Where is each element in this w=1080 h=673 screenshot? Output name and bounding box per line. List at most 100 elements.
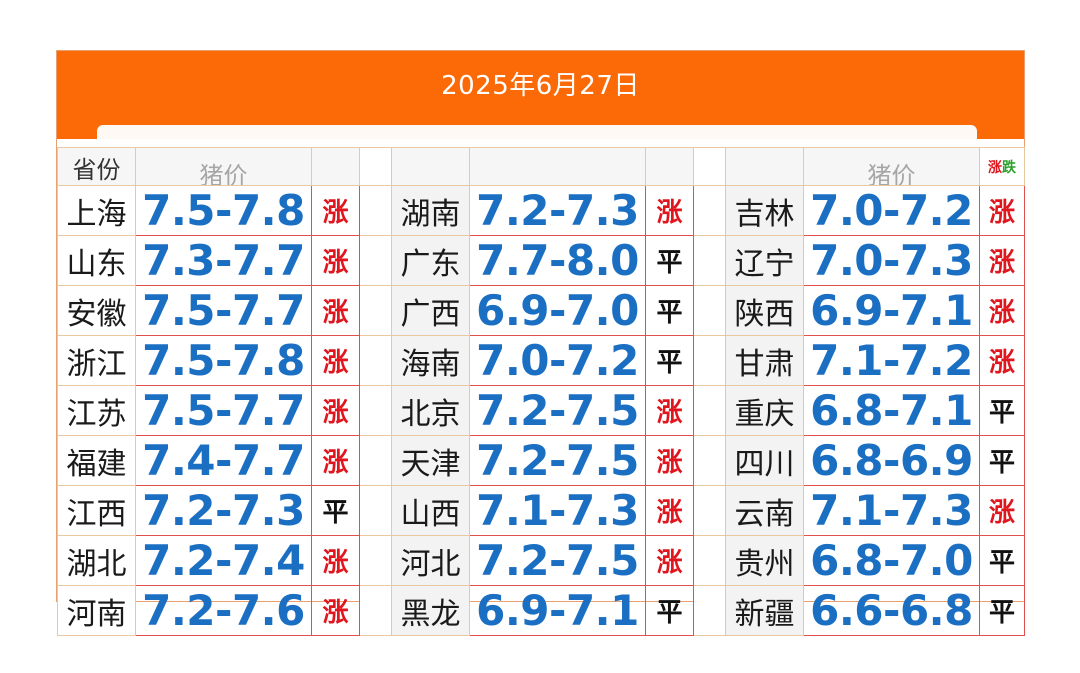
header-price-2 bbox=[469, 147, 646, 186]
price-cell: 7.2-7.3 bbox=[469, 185, 646, 236]
price-cell: 6.8-7.1 bbox=[803, 385, 980, 436]
column-gap bbox=[693, 485, 726, 536]
price-cell: 7.0-7.3 bbox=[803, 235, 980, 286]
price-cell: 6.9-7.0 bbox=[469, 285, 646, 336]
table-row: 江西 7.2-7.3 平山西 7.1-7.3 涨云南 7.1-7.3 涨 bbox=[57, 485, 1025, 536]
province-cell: 山东 bbox=[57, 235, 136, 286]
price-cell: 7.2-7.5 bbox=[469, 535, 646, 586]
column-gap bbox=[359, 485, 392, 536]
column-gap bbox=[693, 435, 726, 486]
price-cell: 6.9-7.1 bbox=[469, 585, 646, 636]
price-cell: 7.5-7.8 bbox=[135, 185, 312, 236]
header-price-3: 猪价 bbox=[803, 147, 980, 186]
header-province-3 bbox=[725, 147, 804, 186]
trend-cell: 平 bbox=[645, 235, 694, 286]
table-row: 上海 7.5-7.8 涨湖南 7.2-7.3 涨吉林 7.0-7.2 涨 bbox=[57, 185, 1025, 236]
price-cell: 7.5-7.8 bbox=[135, 335, 312, 386]
price-cell: 7.2-7.6 bbox=[135, 585, 312, 636]
price-cell: 7.4-7.7 bbox=[135, 435, 312, 486]
column-gap bbox=[693, 147, 726, 186]
table-header-row: 省份 猪价 猪价 涨跌 bbox=[57, 147, 1025, 186]
header-province-1: 省份 bbox=[57, 147, 136, 186]
price-cell: 7.0-7.2 bbox=[803, 185, 980, 236]
date-banner: 2025年6月27日 bbox=[57, 51, 1024, 139]
column-gap bbox=[359, 585, 392, 636]
table-row: 浙江 7.5-7.8 涨海南 7.0-7.2 平甘肃 7.1-7.2 涨 bbox=[57, 335, 1025, 386]
trend-cell: 涨 bbox=[311, 385, 360, 436]
header-price-1: 猪价 bbox=[135, 147, 312, 186]
trend-cell: 涨 bbox=[311, 235, 360, 286]
pig-price-table: 省份 猪价 猪价 涨跌 上海 7.5-7.8 涨湖南 7.2-7.3 涨吉林 7.0-7.… bbox=[57, 147, 1025, 636]
price-cell: 7.5-7.7 bbox=[135, 385, 312, 436]
header-trend-legend: 涨跌 bbox=[979, 147, 1025, 186]
province-cell: 天津 bbox=[391, 435, 470, 486]
price-cell: 7.1-7.3 bbox=[803, 485, 980, 536]
trend-cell: 涨 bbox=[311, 535, 360, 586]
province-cell: 新疆 bbox=[725, 585, 804, 636]
column-gap bbox=[359, 535, 392, 586]
trend-cell: 涨 bbox=[979, 335, 1025, 386]
table-row: 江苏 7.5-7.7 涨北京 7.2-7.5 涨重庆 6.8-7.1 平 bbox=[57, 385, 1025, 436]
header-province-2 bbox=[391, 147, 470, 186]
trend-cell: 平 bbox=[645, 285, 694, 336]
trend-cell: 平 bbox=[979, 585, 1025, 636]
trend-cell: 涨 bbox=[645, 435, 694, 486]
price-cell: 6.8-7.0 bbox=[803, 535, 980, 586]
province-cell: 江苏 bbox=[57, 385, 136, 436]
price-cell: 7.3-7.7 bbox=[135, 235, 312, 286]
trend-cell: 涨 bbox=[311, 435, 360, 486]
trend-cell: 涨 bbox=[979, 235, 1025, 286]
trend-cell: 平 bbox=[311, 485, 360, 536]
trend-cell: 涨 bbox=[311, 335, 360, 386]
trend-cell: 涨 bbox=[979, 485, 1025, 536]
table-row: 福建 7.4-7.7 涨天津 7.2-7.5 涨四川 6.8-6.9 平 bbox=[57, 435, 1025, 486]
table-row: 安徽 7.5-7.7 涨广西 6.9-7.0 平陕西 6.9-7.1 涨 bbox=[57, 285, 1025, 336]
province-cell: 贵州 bbox=[725, 535, 804, 586]
date-title: 2025年6月27日 bbox=[441, 71, 640, 101]
trend-cell: 涨 bbox=[311, 585, 360, 636]
column-gap bbox=[359, 285, 392, 336]
province-cell: 黑龙 bbox=[391, 585, 470, 636]
column-gap bbox=[693, 185, 726, 236]
trend-cell: 涨 bbox=[979, 285, 1025, 336]
price-cell: 7.2-7.5 bbox=[469, 385, 646, 436]
trend-cell: 平 bbox=[645, 335, 694, 386]
price-cell: 6.9-7.1 bbox=[803, 285, 980, 336]
table-row: 山东 7.3-7.7 涨广东 7.7-8.0 平辽宁 7.0-7.3 涨 bbox=[57, 235, 1025, 286]
price-table-card: 2025年6月27日 省份 猪价 猪价 涨跌 上海 7. bbox=[56, 50, 1025, 636]
trend-cell: 涨 bbox=[645, 485, 694, 536]
column-gap bbox=[693, 235, 726, 286]
trend-cell: 涨 bbox=[311, 185, 360, 236]
province-cell: 河北 bbox=[391, 535, 470, 586]
province-cell: 浙江 bbox=[57, 335, 136, 386]
price-cell: 6.6-6.8 bbox=[803, 585, 980, 636]
table-row: 河南 7.2-7.6 涨黑龙 6.9-7.1 平新疆 6.6-6.8 平 bbox=[57, 585, 1025, 636]
province-cell: 吉林 bbox=[725, 185, 804, 236]
province-cell: 四川 bbox=[725, 435, 804, 486]
province-cell: 山西 bbox=[391, 485, 470, 536]
legend-fall: 跌 bbox=[1002, 159, 1016, 176]
trend-cell: 平 bbox=[645, 585, 694, 636]
column-gap bbox=[359, 335, 392, 386]
price-cell: 7.1-7.3 bbox=[469, 485, 646, 536]
trend-cell: 平 bbox=[979, 435, 1025, 486]
price-cell: 6.8-6.9 bbox=[803, 435, 980, 486]
province-cell: 湖南 bbox=[391, 185, 470, 236]
price-cell: 7.5-7.7 bbox=[135, 285, 312, 336]
column-gap bbox=[359, 185, 392, 236]
column-gap bbox=[359, 235, 392, 286]
column-gap bbox=[693, 285, 726, 336]
province-cell: 云南 bbox=[725, 485, 804, 536]
header-trend-1 bbox=[311, 147, 360, 186]
province-cell: 江西 bbox=[57, 485, 136, 536]
price-cell: 7.1-7.2 bbox=[803, 335, 980, 386]
column-gap bbox=[359, 385, 392, 436]
province-cell: 福建 bbox=[57, 435, 136, 486]
price-cell: 7.7-8.0 bbox=[469, 235, 646, 286]
trend-cell: 涨 bbox=[645, 185, 694, 236]
province-cell: 海南 bbox=[391, 335, 470, 386]
column-gap bbox=[693, 585, 726, 636]
province-cell: 重庆 bbox=[725, 385, 804, 436]
province-cell: 上海 bbox=[57, 185, 136, 236]
header-trend-2 bbox=[645, 147, 694, 186]
